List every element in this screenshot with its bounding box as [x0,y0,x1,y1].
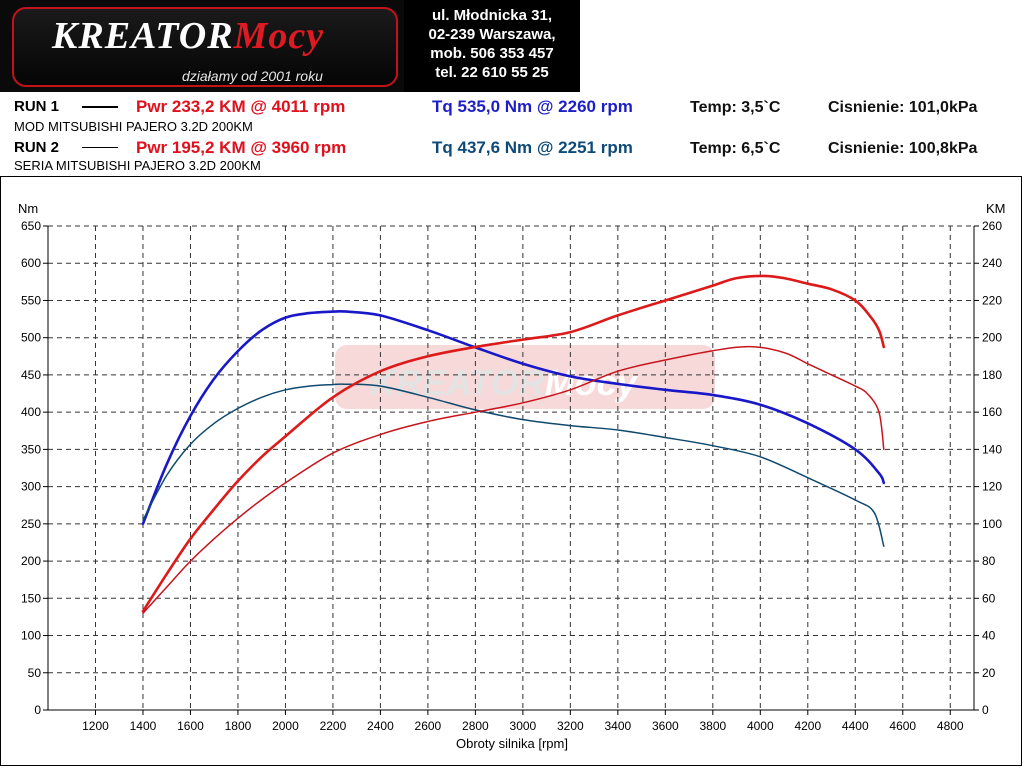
x-tick-label: 4400 [842,719,869,733]
contact-block: ul. Młodnicka 31, 02-239 Warszawa, mob. … [404,0,580,92]
logo-wordmark: KREATORMocy [52,15,325,57]
run-2-tq-curve [142,383,885,547]
y-left-tick-label: 450 [21,368,41,382]
x-tick-label: 3800 [699,719,726,733]
run1-label: RUN 1 [14,98,60,115]
x-axis-label: Obroty silnika [rpm] [456,736,568,751]
run-2-pwr-curve [142,345,885,614]
x-tick-label: 4200 [794,719,821,733]
y-left-tick-label: 400 [21,405,41,419]
y-right-tick-label: 100 [982,517,1002,531]
contact-street: ul. Młodnicka 31, [431,7,553,24]
watermark-logo: KREATORMocy [335,345,715,409]
x-tick-label: 1800 [225,719,252,733]
y-left-tick-label: 200 [21,554,41,568]
y-left-tick-label: 0 [34,703,41,717]
logo-tagline: działamy od 2001 roku [182,68,323,84]
y-left-unit: Nm [18,201,38,216]
contact-phone: tel. 22 610 55 25 [435,64,549,81]
y-left-tick-label: 350 [21,442,41,456]
x-tick-label: 3200 [557,719,584,733]
y-left-tick-label: 550 [21,293,41,307]
y-right-tick-label: 60 [982,591,996,605]
run1-pressure: Cisnienie: 101,0kPa [828,99,978,116]
contact-mobile: mob. 506 353 457 [430,45,554,62]
dyno-chart-frame [0,176,1022,766]
x-tick-label: 3000 [510,719,537,733]
run2-description: SERIA MITSUBISHI PAJERO 3.2D 200KM [14,158,261,173]
y-left-tick-label: 50 [28,666,42,680]
x-tick-label: 4000 [747,719,774,733]
x-tick-label: 2600 [415,719,442,733]
y-right-tick-label: 220 [982,293,1002,307]
x-tick-label: 2400 [367,719,394,733]
y-right-tick-label: 180 [982,368,1002,382]
run2-temp: Temp: 6,5`C [690,140,781,157]
brand-logo: KREATORMocy działamy od 2001 roku [0,0,404,92]
y-right-tick-label: 0 [982,703,989,717]
y-right-tick-label: 200 [982,331,1002,345]
run2-power: Pwr 195,2 KM @ 3960 rpm [136,138,347,157]
x-tick-label: 3400 [604,719,631,733]
run1-torque: Tq 535,0 Nm @ 2260 rpm [432,97,633,116]
y-left-tick-label: 650 [21,219,41,233]
y-left-tick-label: 600 [21,256,41,270]
x-tick-label: 1400 [130,719,157,733]
run1-power: Pwr 233,2 KM @ 4011 rpm [136,97,346,116]
run1-description: MOD MITSUBISHI PAJERO 3.2D 200KM [14,119,253,134]
run1-line-swatch [82,106,118,108]
run2-line-swatch [82,147,118,148]
y-left-tick-label: 300 [21,480,41,494]
logo-frame [12,7,398,87]
x-tick-label: 4800 [937,719,964,733]
y-left-tick-label: 100 [21,629,41,643]
y-right-tick-label: 140 [982,442,1002,456]
y-right-tick-label: 160 [982,405,1002,419]
y-left-tick-label: 500 [21,331,41,345]
run1-temp: Temp: 3,5`C [690,99,781,116]
y-right-tick-label: 40 [982,629,996,643]
x-tick-label: 4600 [889,719,916,733]
x-tick-label: 1200 [82,719,109,733]
x-tick-label: 1600 [177,719,204,733]
y-right-tick-label: 260 [982,219,1002,233]
x-tick-label: 2200 [320,719,347,733]
y-right-unit: KM [986,201,1006,216]
run2-torque: Tq 437,6 Nm @ 2251 rpm [432,138,633,157]
run2-label: RUN 2 [14,139,60,156]
y-left-tick-label: 250 [21,517,41,531]
y-right-tick-label: 80 [982,554,996,568]
y-right-tick-label: 240 [982,256,1002,270]
run2-pressure: Cisnienie: 100,8kPa [828,140,978,157]
run-1-tq-curve [141,309,886,526]
x-tick-label: 2800 [462,719,489,733]
y-right-tick-label: 20 [982,666,996,680]
y-left-tick-label: 150 [21,591,41,605]
x-tick-label: 2000 [272,719,299,733]
x-tick-label: 3600 [652,719,679,733]
run-1-pwr-curve [141,274,886,613]
y-right-tick-label: 120 [982,480,1002,494]
contact-city: 02-239 Warszawa, [428,26,556,43]
svg-text:KREATORMocy: KREATORMocy [370,362,639,403]
